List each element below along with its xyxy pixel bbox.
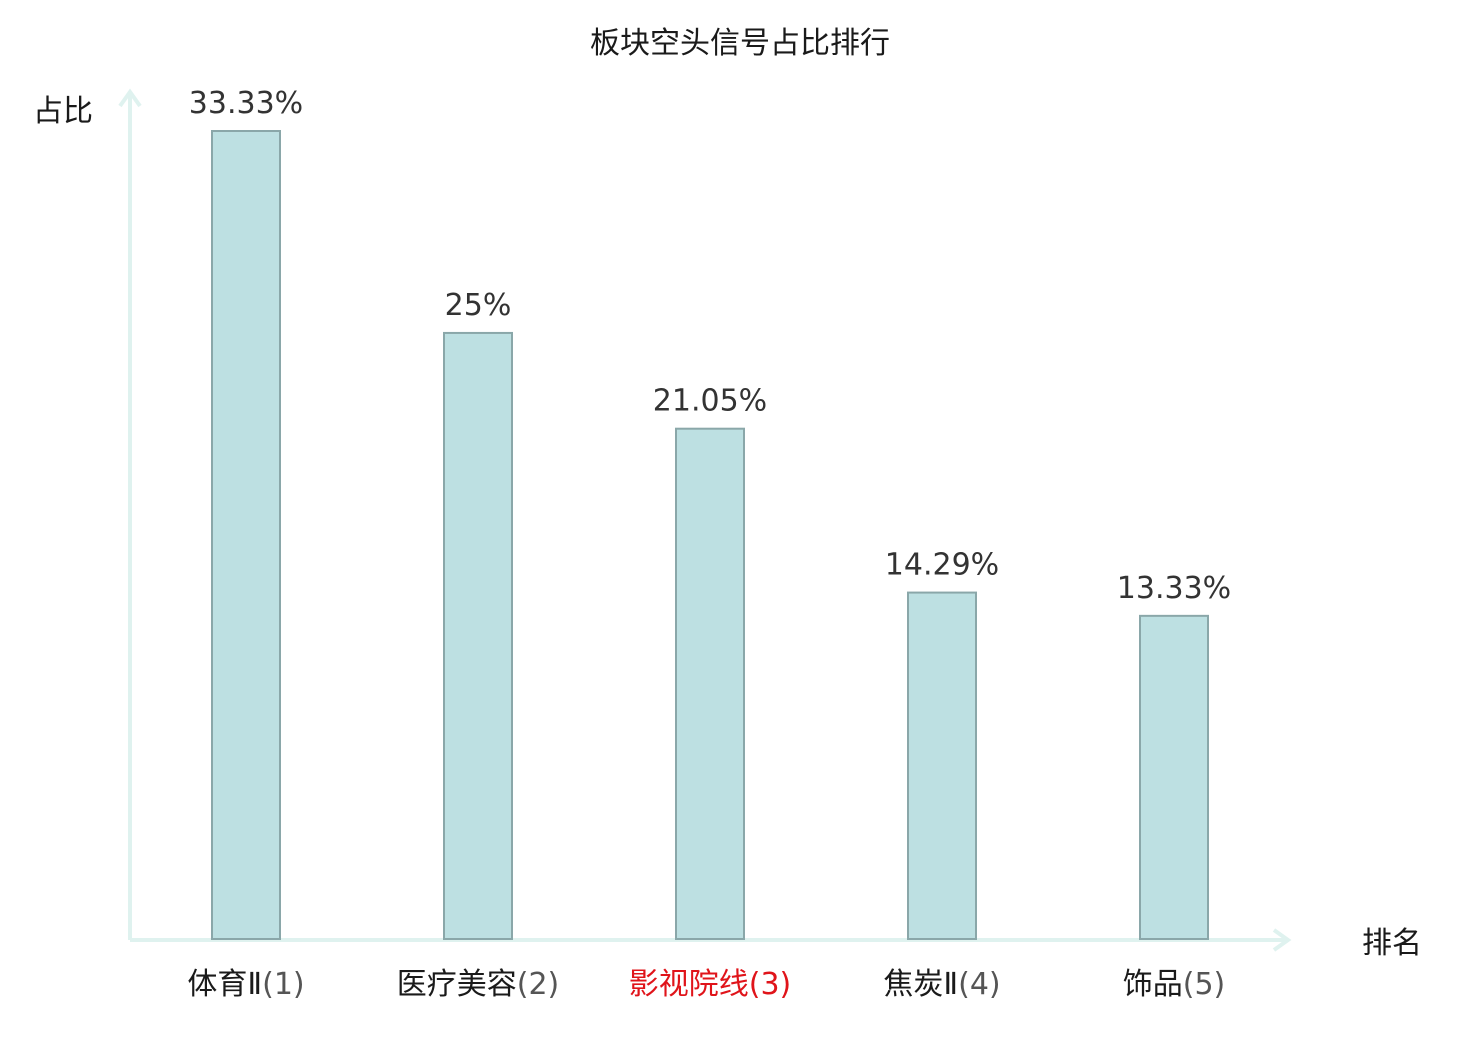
category-label: 焦炭Ⅱ(4) [883,967,1000,1002]
y-axis-arrow [118,88,142,108]
category-name: 饰品 [1123,967,1183,1002]
category-labels-group: 体育Ⅱ(1) 医疗美容(2) 影视院线(3) 焦炭Ⅱ(4) 饰品(5) [187,967,1225,1002]
bar [211,130,281,940]
bar-value-label: 25% [445,288,512,323]
category-rank: (3) [749,967,792,1002]
category-rank: (4) [958,967,1001,1002]
category-label: 医疗美容(2) [397,967,560,1002]
bar [1139,614,1209,941]
category-label: 饰品(5) [1123,967,1226,1002]
bar [907,591,977,940]
category-rank: (2) [517,967,560,1002]
category-name: 影视院线 [629,967,749,1002]
bar-value-label: 13.33% [1117,571,1231,606]
chart-title: 板块空头信号占比排行 [590,26,890,61]
category-label: 体育Ⅱ(1) [187,967,304,1002]
value-labels-group: 33.33% 25% 21.05% 14.29% 13.33% [189,86,1231,606]
x-axis-label: 排名 [1362,926,1422,961]
category-rank: (5) [1183,967,1226,1002]
category-rank: (1) [262,967,305,1002]
category-name: 体育Ⅱ [187,967,262,1002]
bar [443,331,513,940]
y-axis-label: 占比 [33,94,93,129]
bar-value-label: 33.33% [189,86,303,121]
x-axis-arrow [1272,928,1292,952]
bar [675,427,745,940]
bar-value-label: 21.05% [653,384,767,419]
bar-value-label: 14.29% [885,548,999,583]
category-label: 影视院线(3) [629,967,792,1002]
bars-group [211,130,1209,941]
category-name: 医疗美容 [397,967,517,1002]
category-name: 焦炭Ⅱ [883,967,958,1002]
